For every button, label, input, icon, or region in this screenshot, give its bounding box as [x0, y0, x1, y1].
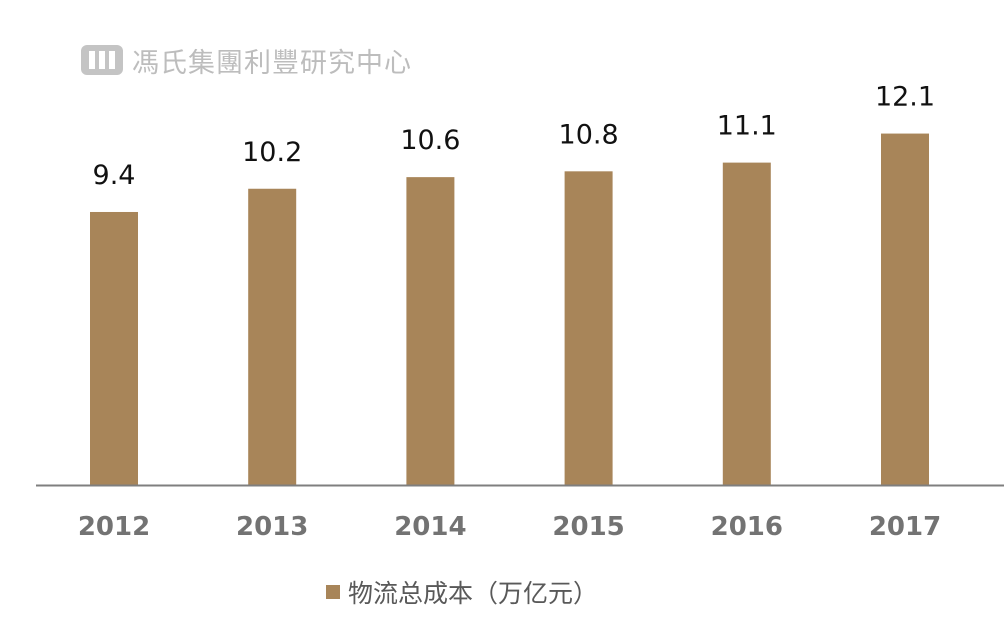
data-label-2016: 11.1: [717, 111, 777, 142]
bar-2016: [722, 162, 771, 485]
bar-2017: [881, 133, 929, 486]
legend: 物流总成本（万亿元）: [326, 574, 598, 610]
bar-2014: [406, 177, 455, 485]
legend-swatch: [326, 585, 340, 599]
x-tick-label-2016: 2016: [711, 512, 783, 542]
bar-2013: [248, 188, 297, 485]
x-tick-label-2015: 2015: [552, 512, 624, 542]
data-label-2013: 10.2: [242, 137, 302, 168]
x-tick-label-2012: 2012: [78, 512, 150, 542]
data-label-2014: 10.6: [400, 125, 460, 156]
data-label-2012: 9.4: [93, 160, 136, 191]
watermark: 馮氏集團利豐研究中心: [80, 40, 412, 80]
bar-2015: [564, 171, 613, 485]
x-tick-label-2017: 2017: [869, 512, 941, 542]
x-tick-label-2014: 2014: [394, 512, 466, 542]
legend-label: 物流总成本（万亿元）: [348, 579, 599, 608]
x-tick-label-2013: 2013: [236, 512, 308, 542]
data-label-2015: 10.8: [559, 119, 619, 150]
bar-2012: [90, 211, 138, 485]
watermark-text: 馮氏集團利豐研究中心: [132, 47, 412, 79]
data-label-2017: 12.1: [875, 82, 935, 113]
fung-group-logo-icon: [81, 45, 123, 75]
